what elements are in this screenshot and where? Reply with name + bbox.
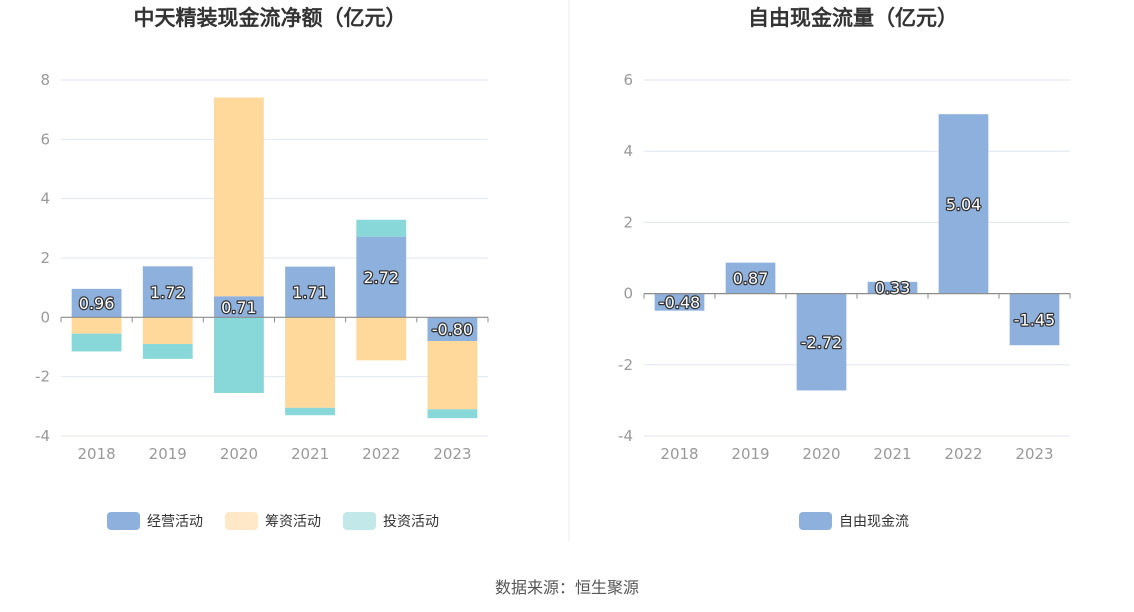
bar-primary-2021: [285, 266, 335, 318]
legend-swatch: [799, 512, 832, 530]
x-tick-label: 2018: [660, 445, 698, 463]
bar-primary-2022: [938, 114, 989, 294]
y-tick-label: 8: [40, 71, 50, 89]
y-tick-label: -4: [618, 427, 633, 445]
legend-swatch: [343, 512, 376, 530]
x-tick-label: 2018: [77, 445, 115, 463]
bar-primary-2018: [654, 293, 705, 311]
y-tick-label: 6: [40, 130, 50, 148]
free-cashflow-chart: 自由现金流量（亿元） -4 -2 0 2 4 6 2018 2019 2020 2021 2022 20…: [618, 6, 1071, 530]
y-tick-label: 4: [623, 142, 633, 160]
chart-title: 自由现金流量（亿元）: [748, 6, 958, 30]
x-tick-label: 2023: [433, 445, 471, 463]
legend-label: 自由现金流: [839, 514, 909, 530]
bar-stack-1-2023: [427, 341, 478, 410]
bar-primary-2022: [356, 236, 407, 318]
x-tick-label: 2021: [873, 445, 911, 463]
legend-label: 筹资活动: [265, 513, 321, 530]
y-tick-label: -2: [35, 368, 50, 386]
bar-primary-2023: [427, 317, 478, 342]
x-tick-label: 2020: [220, 445, 258, 463]
data-label: 0.33: [875, 279, 911, 298]
x-tick-label: 2022: [944, 445, 982, 463]
bar-primary-2021: [867, 281, 918, 294]
bar-stack-2-2020: [214, 317, 264, 393]
x-tick-label: 2022: [362, 445, 400, 463]
data-label: 0.87: [733, 269, 769, 288]
bar-primary-2019: [725, 262, 776, 294]
x-tick-label: 2020: [802, 445, 840, 463]
y-tick-label: 4: [40, 190, 50, 208]
data-label: -1.45: [1014, 310, 1055, 329]
bar-stack-1-2022: [356, 317, 407, 361]
y-tick-label: 6: [623, 71, 633, 89]
cashflow-net-chart: 中天精装现金流净额（亿元） -4 -2 0 2 4 6 8 2018 2019 2020 2021 20…: [35, 6, 489, 530]
y-tick-label: 2: [623, 213, 633, 231]
legend-swatch: [225, 512, 258, 530]
data-label: -0.48: [659, 293, 700, 312]
bar-stack-2-2022: [356, 219, 407, 237]
bar-stack-2-2018: [71, 333, 122, 352]
y-tick-label: -2: [618, 356, 633, 374]
data-label: 1.71: [292, 283, 328, 302]
bar-stack-2-2019: [142, 344, 193, 359]
legend-item: 自由现金流: [799, 512, 909, 530]
y-tick-label: -4: [35, 427, 50, 445]
x-tick-label: 2021: [291, 445, 329, 463]
bar-primary-2023: [1009, 293, 1060, 346]
legend-label: 经营活动: [147, 514, 203, 530]
legend-swatch: [107, 512, 140, 530]
chart-title: 中天精装现金流净额（亿元）: [134, 6, 407, 30]
x-tick-label: 2023: [1015, 445, 1053, 463]
data-label: -2.72: [801, 333, 842, 352]
data-label: 1.72: [150, 283, 186, 302]
x-tick-label: 2019: [731, 445, 769, 463]
y-tick-label: 2: [40, 249, 50, 267]
bar-stack-1-2021: [285, 317, 335, 408]
data-label: 5.04: [946, 195, 982, 214]
data-label: -0.80: [432, 320, 473, 339]
bar-stack-1-2020: [214, 97, 264, 297]
bar-primary-2020: [796, 293, 847, 391]
bar-primary-2019: [142, 266, 193, 318]
y-tick-label: 0: [40, 308, 50, 326]
data-label: 2.72: [363, 268, 399, 287]
data-label: 0.71: [221, 298, 257, 317]
data-label: 0.96: [79, 294, 115, 313]
bar-stack-2-2021: [285, 407, 335, 416]
bar-stack-1-2019: [142, 317, 193, 345]
source-note: 数据来源：恒生聚源: [495, 578, 639, 597]
bar-primary-2020: [214, 296, 264, 318]
y-tick-label: 0: [623, 285, 633, 303]
legend-item: 筹资活动: [225, 512, 321, 530]
bar-stack-2-2023: [427, 409, 478, 419]
legend-label: 投资活动: [383, 514, 439, 530]
x-tick-label: 2019: [149, 445, 187, 463]
legend-item: 经营活动: [107, 512, 203, 530]
bar-primary-2018: [71, 288, 122, 318]
bar-stack-1-2018: [71, 317, 122, 334]
legend-item: 投资活动: [343, 512, 439, 530]
